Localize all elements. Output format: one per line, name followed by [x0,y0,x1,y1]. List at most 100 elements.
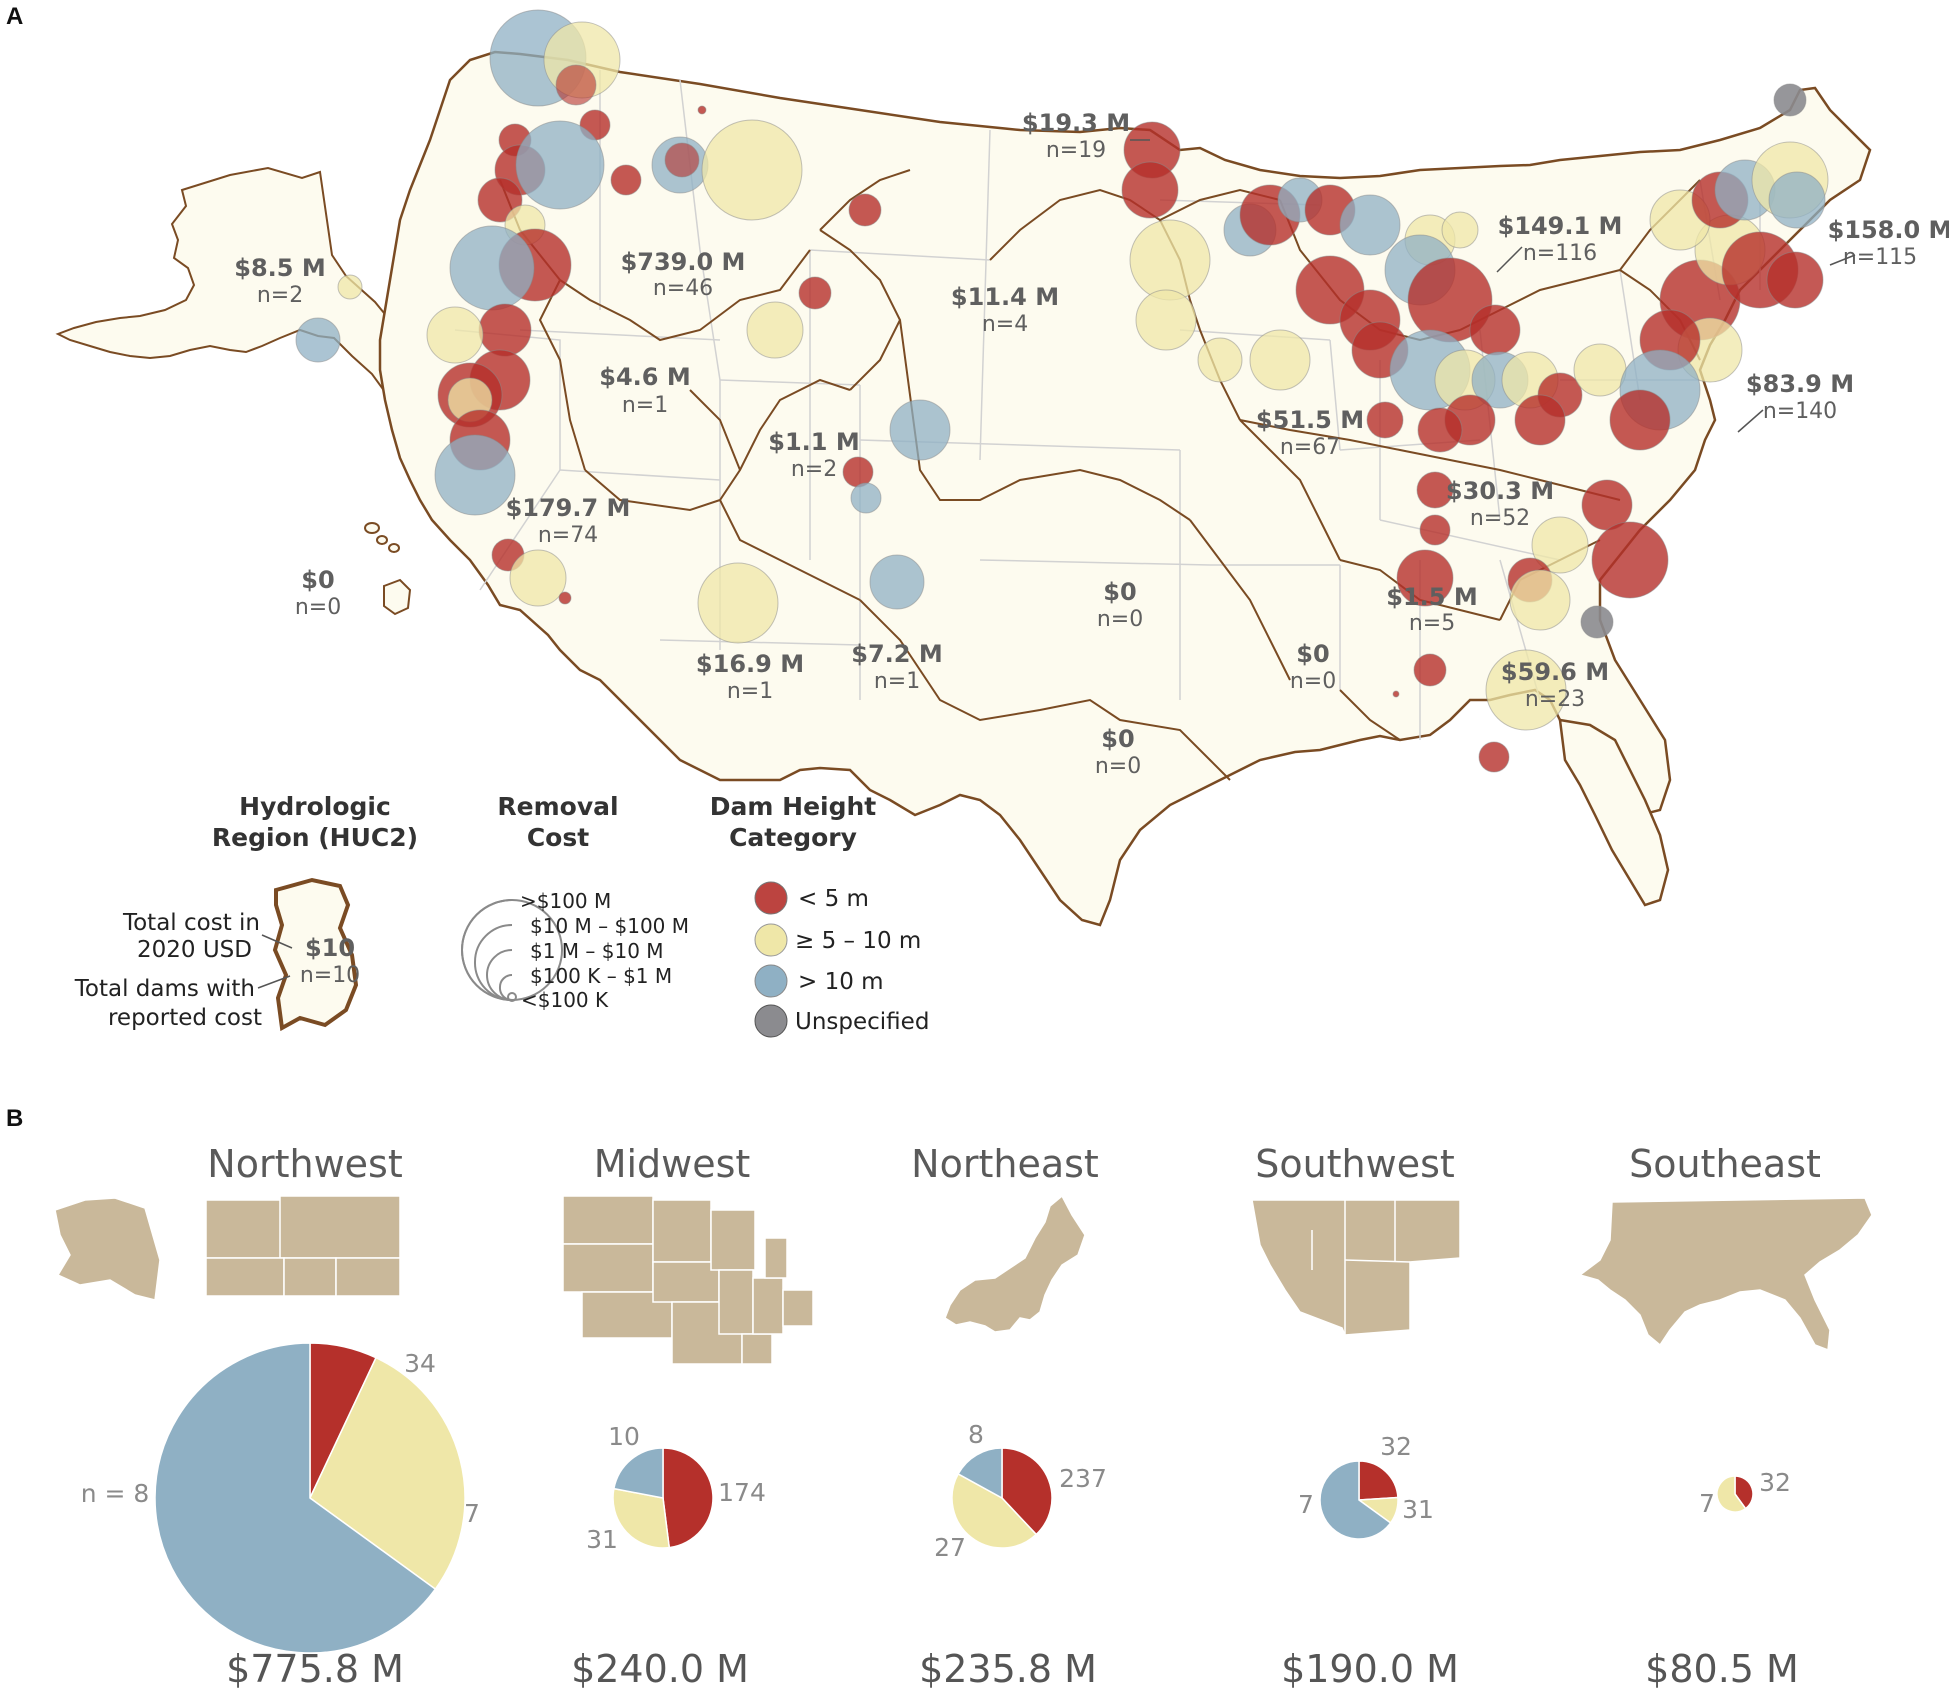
svg-text:$179.7 M: $179.7 M [506,494,631,522]
region-label-south-atlantic-gulf: $59.6 M n=23 [1501,658,1609,712]
svg-text:n=19: n=19 [1046,138,1106,163]
legend-swatch-unspecified [754,1004,788,1038]
svg-text:n=0: n=0 [1095,754,1141,779]
svg-text:n=1: n=1 [622,393,668,418]
svg-text:Region (HUC2): Region (HUC2) [212,823,418,852]
svg-text:Total dams with: Total dams with [74,976,255,1002]
region-label-alaska: $8.5 M n=2 [234,254,325,308]
region-title-midwest: Midwest [594,1142,751,1186]
region-label-rio-grande: $7.2 M n=1 [851,640,942,694]
pie-count-five_to_ten: 31 [1402,1495,1434,1524]
svg-text:$8.5 M: $8.5 M [234,254,325,282]
svg-text:$30.3 M: $30.3 M [1446,477,1554,505]
region-label-great-basin: $4.6 M n=1 [599,363,690,418]
region-label-pacific-nw: $739.0 M n=46 [621,248,746,301]
svg-text:$4.6 M: $4.6 M [599,363,690,391]
pie-northwest: 34 7 n = 8 [81,1342,480,1654]
region-label-ohio: $30.3 M n=52 [1446,477,1554,531]
region-title-northwest: Northwest [207,1142,402,1186]
svg-text:n=46: n=46 [653,276,713,301]
svg-text:$19.3 M: $19.3 M [1022,109,1130,137]
svg-text:n=74: n=74 [538,523,598,548]
svg-text:<$100 K: <$100 K [521,988,609,1012]
conus-outline [378,50,1872,927]
svg-text:≥ 5 – 10 m: ≥ 5 – 10 m [795,928,921,954]
svg-text:2020 USD: 2020 USD [137,937,252,963]
pie-count-five_to_ten: 27 [934,1533,966,1562]
legend-huc2: Hydrologic Region (HUC2) $10 n=10 Total … [74,792,418,1032]
pie-slice-five_to_ten [1716,1475,1747,1513]
pie-count-over10: 7 [1298,1490,1314,1519]
svg-text:$59.6 M: $59.6 M [1501,658,1609,686]
pie-slice-five_to_ten [309,1356,466,1591]
svg-text:n=115: n=115 [1843,245,1917,270]
pie-count-under5: 174 [718,1478,766,1507]
region-map-northwest [54,1195,401,1301]
legend-swatch-under5 [754,881,788,915]
svg-text:$1.1 M: $1.1 M [768,428,859,456]
region-label-lower-colorado: $16.9 M n=1 [696,650,804,704]
pie-count-five_to_ten: 7 [464,1499,480,1528]
svg-text:n=0: n=0 [1290,669,1336,694]
dam-bubbles [295,9,1829,773]
svg-text:n=1: n=1 [874,669,920,694]
region-label-arkansas-white-red: $0 n=0 [1097,578,1143,632]
region-label-upper-colorado: $1.1 M n=2 [768,428,859,482]
pie-count-under5: 32 [1759,1468,1791,1497]
svg-text:n=140: n=140 [1763,399,1837,424]
alaska-outline [55,166,420,422]
pie-slice-over10 [154,1342,437,1654]
pie-southeast: 32 7 [1699,1468,1791,1518]
pie-count-under5: 237 [1059,1464,1107,1493]
svg-text:$0: $0 [1103,578,1136,606]
pie-midwest: 174 31 10 [586,1422,766,1554]
total-midwest: $240.0 M [571,1647,749,1691]
region-label-souris-red-rainy: $19.3 M n=19 [1022,109,1150,163]
svg-text:$100 K – $1 M: $100 K – $1 M [530,964,672,988]
region-title-northeast: Northeast [911,1142,1099,1186]
svg-text:$0: $0 [1296,640,1329,668]
svg-text:n=52: n=52 [1470,506,1530,531]
svg-text:$51.5 M: $51.5 M [1256,406,1364,434]
svg-text:n=2: n=2 [791,457,837,482]
region-label-mid-atlantic: $83.9 M n=140 [1737,370,1854,433]
svg-text:n=4: n=4 [982,312,1028,337]
pie-count-over10: 8 [968,1420,984,1449]
svg-text:n=5: n=5 [1409,611,1455,636]
svg-text:reported cost: reported cost [108,1005,262,1031]
svg-text:$158.0 M: $158.0 M [1828,216,1949,244]
svg-text:$0: $0 [301,566,334,594]
svg-text:n=67: n=67 [1280,435,1340,460]
svg-text:n=2: n=2 [257,283,303,308]
region-label-california: $179.7 M n=74 [506,494,631,548]
svg-text:Hydrologic: Hydrologic [239,792,391,821]
svg-text:> 10 m: > 10 m [798,969,884,995]
panel-a-label: A [6,3,23,30]
svg-text:n=1: n=1 [727,679,773,704]
svg-text:Unspecified: Unspecified [795,1009,929,1035]
svg-text:n=0: n=0 [295,595,341,620]
total-southeast: $80.5 M [1645,1647,1799,1691]
pie-slice-over10 [1319,1460,1392,1540]
legend-removal-cost: Removal Cost >$100 M $10 M – $100 M $1 M… [460,792,689,1012]
pie-count-under5: 32 [1380,1432,1412,1461]
region-title-southeast: Southeast [1629,1142,1821,1186]
pie-slice-under5 [662,1447,714,1549]
svg-text:$11.4 M: $11.4 M [951,283,1059,311]
region-label-missouri: $11.4 M n=4 [951,283,1059,337]
legend-swatch-5-10 [754,923,788,957]
region-label-upper-mississippi: $51.5 M n=67 [1256,406,1364,460]
svg-text:$7.2 M: $7.2 M [851,640,942,668]
svg-text:$739.0 M: $739.0 M [621,248,746,276]
region-title-southwest: Southwest [1255,1142,1455,1186]
pie-slice-five_to_ten [612,1487,671,1549]
legend-swatch-over10 [754,964,788,998]
panel-b-label: B [6,1105,23,1132]
pie-count-under5: 34 [404,1349,436,1378]
svg-text:$10 M – $100 M: $10 M – $100 M [530,914,689,938]
region-map-southwest [1251,1199,1461,1336]
svg-text:$83.9 M: $83.9 M [1746,370,1854,398]
hawaii-outline [364,522,412,616]
